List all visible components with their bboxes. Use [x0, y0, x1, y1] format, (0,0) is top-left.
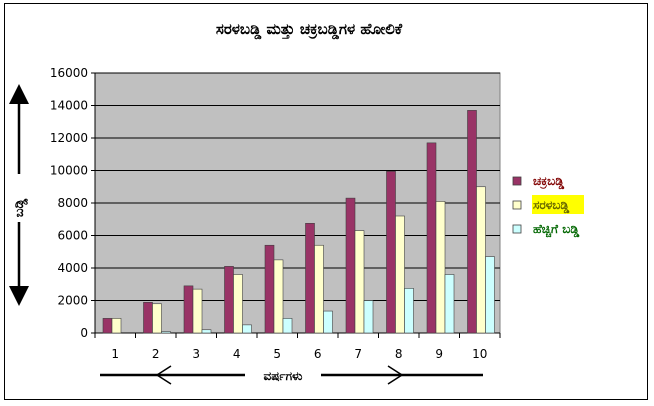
bar-1 — [183, 285, 194, 334]
y-axis: 0 2000 4000 6000 8000 10000 12000 14000 16000 — [50, 66, 96, 340]
x-arrow-left-head — [155, 365, 172, 385]
bar-3 — [161, 331, 171, 334]
bar-1 — [386, 171, 396, 334]
bar-2 — [314, 244, 324, 334]
chart-canvas: ಸರಳಬಡ್ಡಿ ಮತ್ತು ಚಕ್ರಬಡ್ಡಿಗಳ ಹೋಲಿಕೆ 0 2000 4… — [9, 20, 584, 385]
bar-1 — [264, 244, 275, 334]
x-tick-label: 6 — [314, 347, 322, 361]
x-tick-label: 4 — [233, 347, 241, 361]
legend-swatch-1 — [512, 176, 522, 186]
bar-2 — [476, 186, 486, 334]
legend-highlight — [532, 195, 584, 214]
x-tick-label: 1 — [111, 347, 119, 361]
x-axis: 1 2 3 4 5 6 7 8 9 10 — [94, 332, 501, 361]
x-tick-label: 8 — [395, 347, 403, 361]
legend-label-2: ಸರಳಬಡ್ಡಿ — [533, 198, 570, 214]
bar-2 — [152, 303, 162, 334]
bar-2 — [435, 201, 446, 334]
bar-2 — [192, 288, 203, 334]
bar-1 — [345, 197, 356, 334]
bar-3 — [485, 256, 495, 334]
y-tick-label: 14000 — [50, 99, 88, 113]
legend-label-1: ಚಕ್ರಬಡ್ಡಿ — [533, 174, 565, 190]
bar-1 — [305, 223, 315, 334]
y-tick-label: 16000 — [50, 66, 88, 80]
bar-3 — [363, 300, 374, 334]
bar-2 — [273, 259, 284, 334]
bar-3 — [282, 318, 293, 334]
bar-1 — [224, 266, 234, 334]
x-tick-label: 7 — [354, 347, 362, 361]
x-tick-label: 3 — [192, 347, 200, 361]
bar-1 — [426, 142, 437, 334]
bar-1 — [143, 301, 153, 334]
y-tick-label: 2000 — [57, 294, 88, 308]
legend: ಚಕ್ರಬಡ್ಡಿ ಸರಳಬಡ್ಡಿ ಹೆಚ್ಚಿಗೆ ಬಡ್ಡಿ — [512, 174, 584, 239]
x-tick-label: 9 — [435, 347, 443, 361]
bar-3 — [201, 329, 212, 334]
bar-3 — [404, 288, 414, 334]
bar-1 — [102, 318, 113, 334]
y-tick-label: 12000 — [50, 131, 88, 145]
y-axis-title-group: ಬಡ್ಡಿ — [9, 84, 29, 306]
bar-2 — [395, 215, 405, 334]
bar-2 — [354, 230, 365, 334]
bar-2 — [111, 318, 122, 334]
bar-2 — [233, 274, 243, 334]
bar-3 — [323, 310, 333, 334]
y-axis-title: ಬಡ್ಡಿ — [12, 198, 28, 217]
y-tick-label: 4000 — [57, 261, 88, 275]
x-tick-label: 2 — [152, 347, 160, 361]
x-tick-label: 5 — [273, 347, 281, 361]
legend-label-3: ಹೆಚ್ಚಿಗೆ ಬಡ್ಡಿ — [533, 222, 580, 239]
chart-frame: ಸರಳಬಡ್ಡಿ ಮತ್ತು ಚಕ್ರಬಡ್ಡಿಗಳ ಹೋಲಿಕೆ 0 2000 4… — [4, 3, 648, 400]
legend-swatch-2 — [512, 200, 522, 210]
y-tick-label: 10000 — [50, 164, 88, 178]
y-tick-label: 8000 — [57, 196, 88, 210]
y-tick-label: 0 — [80, 326, 88, 340]
bars-group — [102, 110, 495, 334]
x-axis-title-group: ವರ್ಷಗಳು — [100, 365, 483, 385]
y-tick-label: 6000 — [57, 229, 88, 243]
bar-1 — [467, 110, 477, 334]
legend-swatch-3 — [512, 224, 522, 234]
bar-3 — [444, 274, 455, 334]
bar-3 — [242, 324, 252, 334]
x-arrow-right-head — [387, 365, 404, 385]
x-tick-label: 10 — [472, 347, 487, 361]
chart-title: ಸರಳಬಡ್ಡಿ ಮತ್ತು ಚಕ್ರಬಡ್ಡಿಗಳ ಹೋಲಿಕೆ — [216, 20, 403, 40]
x-axis-title: ವರ್ಷಗಳು — [264, 369, 303, 383]
